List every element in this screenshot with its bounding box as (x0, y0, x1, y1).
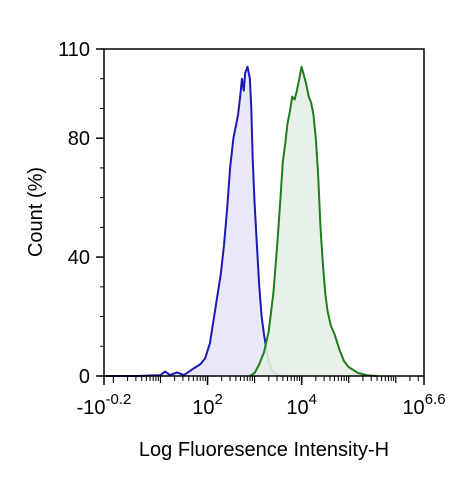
series-1-area (104, 66, 283, 377)
y-tick-label: 110 (58, 39, 90, 61)
x-tick-label: 102 (192, 391, 223, 419)
x-axis-label: Log Fluoresence Intensity-H (139, 439, 389, 461)
series-1-line (104, 65, 284, 377)
y-tick-label: 40 (68, 247, 90, 269)
x-tick-label: 106.6 (402, 391, 445, 419)
axes: 0 40 80 110 -10-0.2 102 104 106.6 (58, 39, 445, 419)
series-2-line (249, 65, 377, 377)
series-2-area (249, 66, 377, 377)
x-tick-label: -10-0.2 (77, 391, 132, 419)
y-tick-label: 80 (68, 128, 90, 150)
y-axis-label: Count (%) (25, 167, 47, 257)
x-tick-label: 104 (286, 391, 317, 419)
y-tick-label: 0 (79, 366, 90, 388)
plot-area (104, 65, 377, 377)
plot-frame (103, 48, 425, 377)
axis-labels: Count (%) Log Fluoresence Intensity-H (25, 167, 389, 461)
